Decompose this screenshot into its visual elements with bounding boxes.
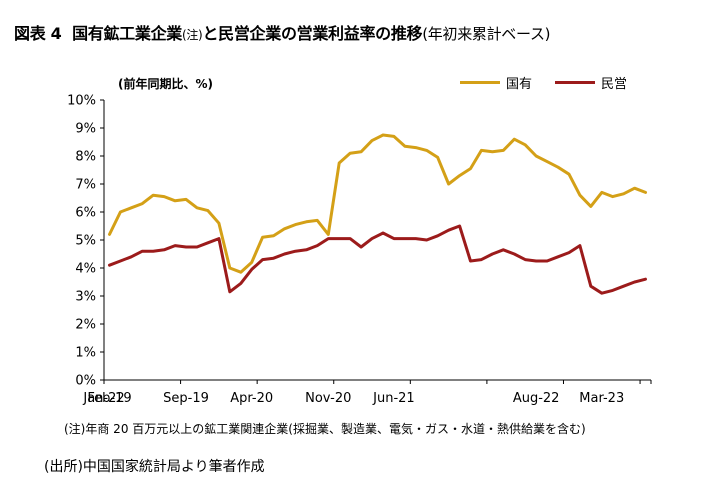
figure-number: 図表 4 — [14, 24, 62, 43]
y-tick-label: 1% — [75, 346, 96, 361]
legend-item-private: 民営 — [555, 73, 627, 92]
title-main: 国有鉱工業企業 — [72, 24, 182, 43]
x-tick-label: Feb-19 — [87, 391, 131, 406]
legend-swatch-private — [555, 81, 595, 84]
title-note: (注) — [181, 28, 203, 42]
title-rest: と民営企業の営業利益率の推移 — [202, 24, 423, 43]
legend-label-state: 国有 — [506, 77, 533, 92]
legend-label-private: 民営 — [601, 77, 628, 92]
legend-swatch-state — [460, 81, 500, 84]
x-tick-label: Jan-22 — [82, 391, 124, 406]
y-tick-label: 3% — [75, 290, 96, 305]
x-tick-label: Nov-20 — [305, 391, 351, 406]
footnote: (注)年商 20 百万元以上の鉱工業関連企業(採掘業、製造業、電気・ガス・水道・… — [64, 422, 586, 436]
title-period: (年初来累計ベース) — [422, 25, 551, 43]
unit-label: (前年同期比、%) — [118, 77, 213, 91]
y-tick-label: 2% — [75, 318, 96, 333]
y-tick-label: 6% — [75, 206, 96, 221]
x-tick-label: Aug-22 — [513, 391, 560, 406]
x-tick-label: Mar-23 — [579, 391, 624, 406]
y-tick-label: 4% — [75, 262, 96, 277]
x-tick-label: Sep-19 — [163, 391, 209, 406]
y-tick-label: 5% — [75, 234, 96, 249]
y-tick-label: 7% — [75, 178, 96, 193]
y-tick-label: 9% — [75, 122, 96, 137]
series-line-private — [108, 224, 647, 295]
y-tick-label: 10% — [67, 94, 96, 109]
series-line-state — [108, 133, 647, 274]
x-tick-label: Apr-20 — [230, 391, 273, 406]
source-note: (出所)中国国家統計局より筆者作成 — [44, 459, 265, 475]
legend-item-state: 国有 — [460, 73, 532, 92]
chart-title: 図表 4 国有鉱工業企業(注)と民営企業の営業利益率の推移(年初来累計ベース) — [14, 20, 551, 44]
y-tick-label: 8% — [75, 150, 96, 165]
x-tick-label: Jun-21 — [372, 391, 415, 406]
y-tick-label: 0% — [75, 374, 96, 389]
